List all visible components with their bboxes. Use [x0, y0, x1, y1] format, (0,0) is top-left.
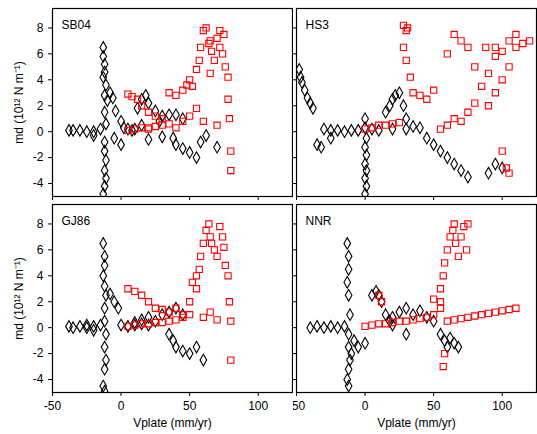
svg-text:2: 2 — [37, 99, 44, 113]
svg-text:50: 50 — [183, 399, 197, 413]
svg-text:4: 4 — [37, 269, 44, 283]
svg-text:-4: -4 — [33, 176, 44, 190]
svg-text:GJ86: GJ86 — [62, 214, 91, 228]
svg-text:100: 100 — [248, 399, 268, 413]
svg-text:Vplate (mm/yr): Vplate (mm/yr) — [377, 416, 456, 430]
svg-text:-2: -2 — [33, 346, 44, 360]
svg-text:100: 100 — [492, 399, 512, 413]
svg-text:Vplate (mm/yr): Vplate (mm/yr) — [133, 416, 212, 430]
svg-text:6: 6 — [37, 243, 44, 257]
svg-text:0: 0 — [362, 399, 369, 413]
svg-text:md (10¹² N m⁻¹): md (10¹² N m⁻¹) — [12, 257, 26, 340]
svg-text:NNR: NNR — [306, 214, 332, 228]
svg-text:-50: -50 — [293, 399, 305, 413]
svg-text:0: 0 — [37, 125, 44, 139]
svg-text:6: 6 — [37, 47, 44, 61]
svg-text:SB04: SB04 — [62, 18, 92, 32]
svg-text:2: 2 — [37, 295, 44, 309]
svg-text:4: 4 — [37, 73, 44, 87]
svg-text:-50: -50 — [44, 399, 62, 413]
svg-text:HS3: HS3 — [306, 18, 330, 32]
svg-text:md (10¹² N m⁻¹): md (10¹² N m⁻¹) — [12, 61, 26, 144]
svg-text:8: 8 — [37, 21, 44, 35]
svg-text:0: 0 — [37, 321, 44, 335]
svg-text:-2: -2 — [33, 150, 44, 164]
svg-text:8: 8 — [37, 217, 44, 231]
svg-text:0: 0 — [118, 399, 125, 413]
svg-text:50: 50 — [427, 399, 441, 413]
svg-text:-4: -4 — [33, 372, 44, 386]
